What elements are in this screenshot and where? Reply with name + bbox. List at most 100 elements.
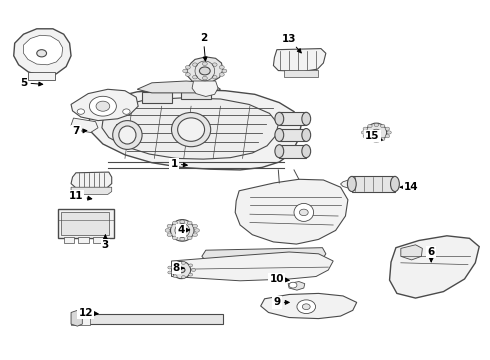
Bar bbox=[142, 92, 172, 103]
Polygon shape bbox=[102, 98, 278, 159]
Ellipse shape bbox=[347, 176, 356, 192]
Ellipse shape bbox=[172, 261, 191, 279]
Bar bbox=[284, 70, 318, 77]
Ellipse shape bbox=[113, 121, 142, 149]
Ellipse shape bbox=[123, 109, 130, 114]
Ellipse shape bbox=[302, 145, 311, 158]
Polygon shape bbox=[14, 29, 71, 76]
Ellipse shape bbox=[387, 131, 391, 134]
Polygon shape bbox=[192, 81, 218, 96]
Ellipse shape bbox=[275, 145, 284, 158]
Polygon shape bbox=[137, 81, 220, 93]
Ellipse shape bbox=[187, 221, 192, 225]
Text: 14: 14 bbox=[400, 182, 419, 192]
Ellipse shape bbox=[275, 129, 284, 141]
Text: 8: 8 bbox=[173, 263, 184, 273]
Ellipse shape bbox=[297, 300, 316, 314]
Text: 4: 4 bbox=[177, 225, 190, 235]
Ellipse shape bbox=[374, 123, 378, 127]
Ellipse shape bbox=[178, 118, 205, 141]
Ellipse shape bbox=[380, 138, 385, 141]
Ellipse shape bbox=[181, 276, 185, 279]
Ellipse shape bbox=[385, 135, 390, 138]
Ellipse shape bbox=[294, 203, 314, 221]
Bar bbox=[71, 314, 223, 324]
Polygon shape bbox=[71, 172, 112, 188]
Bar bbox=[78, 237, 89, 243]
Text: 10: 10 bbox=[270, 274, 289, 284]
Ellipse shape bbox=[172, 236, 177, 240]
Ellipse shape bbox=[361, 131, 366, 134]
Ellipse shape bbox=[168, 266, 172, 269]
Ellipse shape bbox=[385, 127, 390, 130]
Ellipse shape bbox=[187, 236, 192, 240]
Polygon shape bbox=[71, 187, 112, 194]
Ellipse shape bbox=[366, 123, 387, 142]
Ellipse shape bbox=[368, 138, 372, 141]
Ellipse shape bbox=[173, 262, 177, 265]
Ellipse shape bbox=[90, 96, 117, 116]
Ellipse shape bbox=[179, 228, 186, 233]
Ellipse shape bbox=[368, 124, 372, 127]
Polygon shape bbox=[172, 252, 333, 281]
Polygon shape bbox=[401, 245, 422, 260]
Polygon shape bbox=[235, 179, 348, 244]
Text: 11: 11 bbox=[69, 191, 92, 201]
Ellipse shape bbox=[199, 67, 210, 75]
Polygon shape bbox=[202, 248, 326, 261]
Bar bbox=[58, 209, 114, 238]
Ellipse shape bbox=[193, 63, 197, 67]
Ellipse shape bbox=[173, 275, 177, 278]
Text: 7: 7 bbox=[72, 126, 87, 136]
Bar bbox=[71, 312, 90, 325]
Ellipse shape bbox=[185, 66, 190, 69]
Ellipse shape bbox=[171, 220, 194, 241]
Text: 15: 15 bbox=[365, 131, 382, 141]
Bar bbox=[28, 72, 55, 80]
Polygon shape bbox=[89, 89, 301, 170]
Bar bbox=[279, 129, 306, 141]
Ellipse shape bbox=[363, 135, 368, 138]
Ellipse shape bbox=[180, 237, 185, 241]
Polygon shape bbox=[273, 49, 326, 71]
Ellipse shape bbox=[119, 126, 136, 144]
Bar bbox=[279, 112, 306, 125]
Polygon shape bbox=[187, 57, 223, 84]
Ellipse shape bbox=[183, 69, 188, 73]
Ellipse shape bbox=[178, 267, 185, 273]
Ellipse shape bbox=[193, 75, 197, 79]
Ellipse shape bbox=[302, 112, 311, 125]
Ellipse shape bbox=[189, 273, 193, 276]
Polygon shape bbox=[261, 293, 357, 319]
Text: 1: 1 bbox=[171, 159, 187, 169]
Ellipse shape bbox=[275, 112, 284, 125]
Ellipse shape bbox=[167, 233, 172, 237]
Bar bbox=[279, 145, 306, 158]
Ellipse shape bbox=[189, 264, 193, 267]
Ellipse shape bbox=[380, 124, 385, 127]
Bar bbox=[61, 212, 109, 235]
Text: 9: 9 bbox=[273, 297, 289, 307]
Bar bbox=[93, 237, 104, 243]
Ellipse shape bbox=[167, 224, 172, 228]
Ellipse shape bbox=[195, 229, 199, 232]
Ellipse shape bbox=[96, 101, 110, 111]
Ellipse shape bbox=[220, 73, 224, 76]
Ellipse shape bbox=[212, 63, 217, 67]
Ellipse shape bbox=[181, 261, 185, 264]
Polygon shape bbox=[24, 35, 63, 65]
Ellipse shape bbox=[289, 282, 297, 288]
Bar bbox=[181, 90, 211, 99]
Text: 5: 5 bbox=[20, 78, 43, 88]
Ellipse shape bbox=[77, 109, 85, 114]
Ellipse shape bbox=[220, 66, 224, 69]
Ellipse shape bbox=[172, 112, 211, 147]
Ellipse shape bbox=[172, 221, 177, 225]
Ellipse shape bbox=[374, 138, 378, 141]
Polygon shape bbox=[71, 89, 138, 121]
Polygon shape bbox=[341, 179, 352, 189]
Polygon shape bbox=[71, 310, 82, 326]
Ellipse shape bbox=[391, 176, 399, 192]
Bar bbox=[64, 237, 74, 243]
Text: 3: 3 bbox=[102, 235, 109, 250]
